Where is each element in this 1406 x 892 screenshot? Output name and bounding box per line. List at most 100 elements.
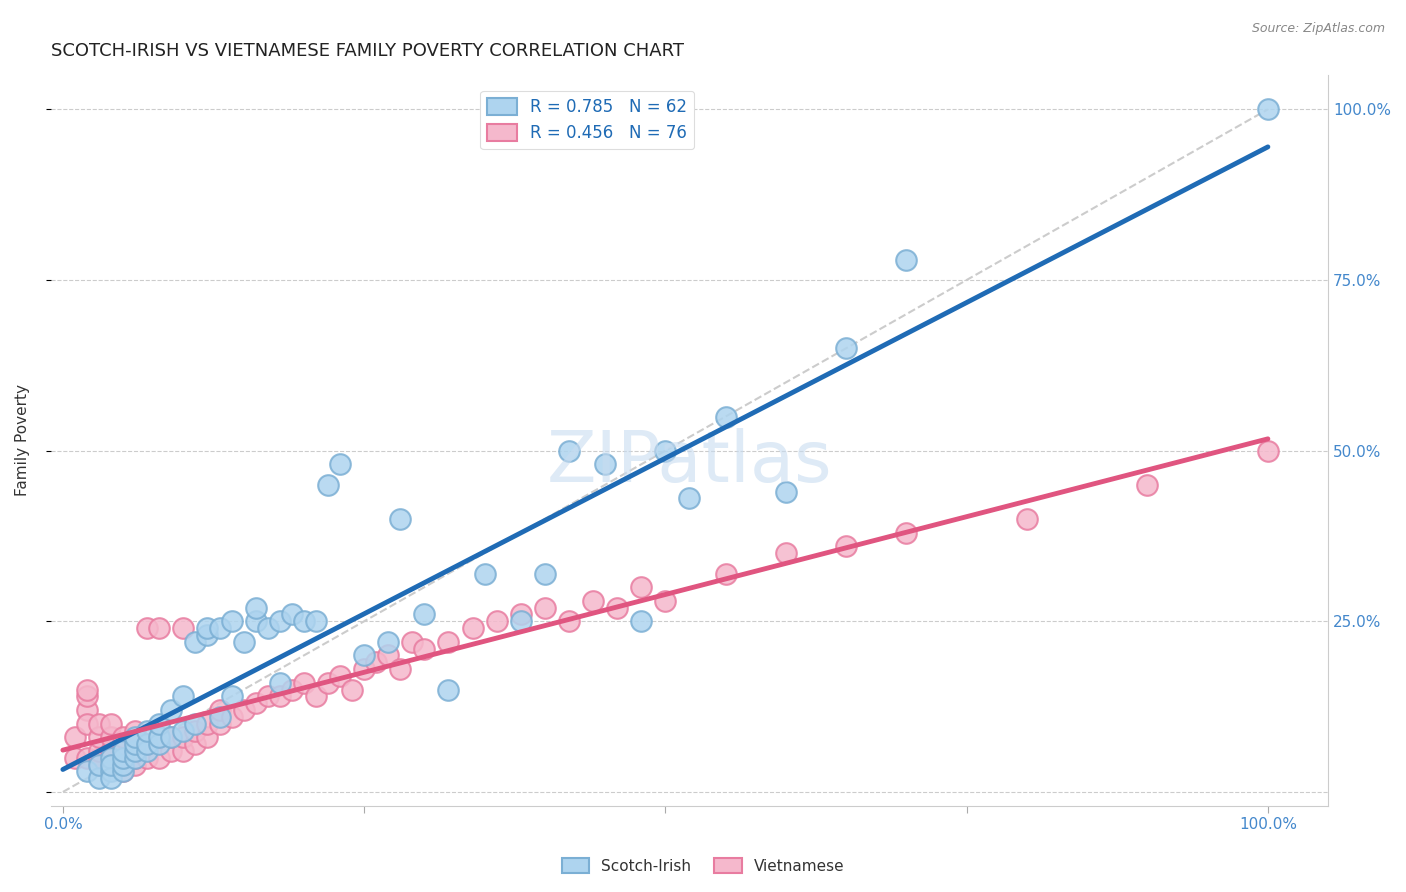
Text: SCOTCH-IRISH VS VIETNAMESE FAMILY POVERTY CORRELATION CHART: SCOTCH-IRISH VS VIETNAMESE FAMILY POVERT… (51, 42, 683, 60)
Point (76, 690, 98, 704)
Point (208, 710, 231, 724)
Point (281, 682, 304, 697)
Point (221, 690, 243, 704)
Point (87, 757, 110, 772)
Point (172, 723, 194, 738)
Point (76, 703, 98, 717)
Point (413, 607, 436, 622)
Point (148, 716, 170, 731)
Point (366, 655, 388, 669)
Point (148, 737, 170, 751)
Point (896, 525, 918, 540)
Point (269, 615, 291, 629)
Point (485, 615, 508, 629)
Legend: Scotch-Irish, Vietnamese: Scotch-Irish, Vietnamese (555, 852, 851, 880)
Point (593, 458, 616, 472)
Point (124, 751, 146, 765)
Point (534, 566, 557, 581)
Point (437, 634, 460, 648)
Point (112, 764, 135, 779)
Point (353, 662, 375, 676)
Point (160, 744, 183, 758)
Point (100, 764, 122, 779)
Legend: R = 0.785   N = 62, R = 0.456   N = 76: R = 0.785 N = 62, R = 0.456 N = 76 (481, 91, 695, 149)
Point (124, 731, 146, 745)
Point (316, 675, 339, 690)
Point (112, 751, 135, 765)
Point (172, 621, 194, 635)
Point (160, 731, 183, 745)
Point (1257, 103, 1279, 117)
Point (353, 648, 375, 663)
Point (232, 634, 254, 648)
Point (654, 443, 676, 458)
Point (160, 703, 183, 717)
Point (197, 716, 219, 731)
Point (835, 341, 858, 355)
Point (76, 682, 98, 697)
Point (558, 443, 581, 458)
Point (124, 723, 146, 738)
Point (100, 751, 122, 765)
Text: ZIPatlas: ZIPatlas (547, 428, 832, 497)
Point (714, 409, 737, 424)
Point (136, 621, 159, 635)
Point (401, 634, 423, 648)
Point (100, 772, 122, 786)
Point (112, 764, 135, 779)
Point (124, 744, 146, 758)
Point (87, 731, 110, 745)
Point (100, 716, 122, 731)
Point (172, 731, 194, 745)
Point (184, 716, 207, 731)
Point (87, 757, 110, 772)
Point (245, 600, 267, 615)
Point (678, 491, 700, 506)
Point (148, 751, 170, 765)
Point (87, 744, 110, 758)
Point (292, 675, 315, 690)
Point (208, 703, 231, 717)
Point (269, 675, 291, 690)
Point (269, 690, 291, 704)
Point (245, 696, 267, 710)
Point (160, 731, 183, 745)
Point (100, 757, 122, 772)
Point (389, 512, 412, 526)
Point (558, 615, 581, 629)
Point (630, 580, 652, 594)
Point (896, 252, 918, 267)
Point (112, 757, 135, 772)
Point (1015, 512, 1038, 526)
Point (148, 731, 170, 745)
Point (714, 566, 737, 581)
Point (184, 723, 207, 738)
Point (437, 682, 460, 697)
Point (461, 621, 484, 635)
Point (232, 703, 254, 717)
Point (112, 737, 135, 751)
Point (112, 751, 135, 765)
Point (136, 751, 159, 765)
Point (256, 690, 278, 704)
Point (76, 764, 98, 779)
Point (136, 737, 159, 751)
Point (100, 757, 122, 772)
Point (316, 477, 339, 491)
Point (112, 744, 135, 758)
Point (197, 731, 219, 745)
Point (63, 751, 86, 765)
Point (509, 607, 531, 622)
Point (1257, 443, 1279, 458)
Point (124, 757, 146, 772)
Point (329, 669, 352, 683)
Point (87, 751, 110, 765)
Point (172, 690, 194, 704)
Point (136, 723, 159, 738)
Point (329, 458, 352, 472)
Point (148, 621, 170, 635)
Point (305, 615, 328, 629)
Point (100, 744, 122, 758)
Point (256, 621, 278, 635)
Y-axis label: Family Poverty: Family Poverty (15, 384, 30, 497)
